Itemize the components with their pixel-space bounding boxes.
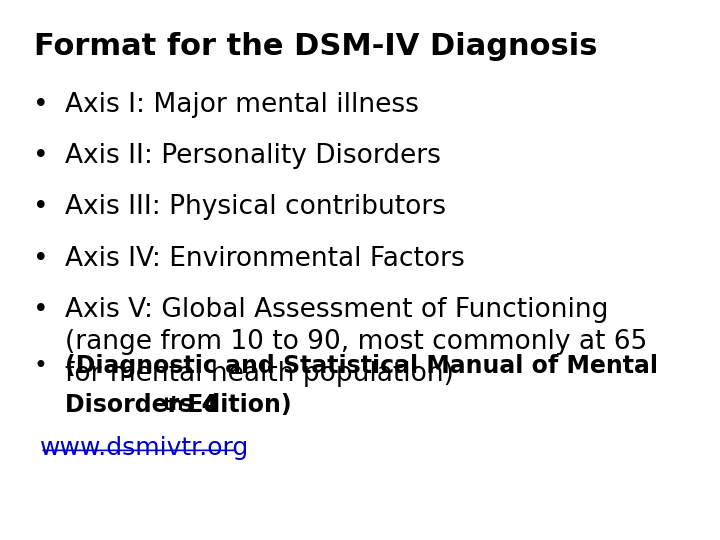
Text: •: • — [33, 354, 48, 377]
Text: Axis III: Physical contributors: Axis III: Physical contributors — [66, 194, 446, 220]
Text: •: • — [32, 92, 48, 118]
Text: Edition): Edition) — [179, 393, 292, 417]
Text: •: • — [32, 143, 48, 169]
Text: th: th — [163, 396, 184, 414]
Text: Format for the DSM-IV Diagnosis: Format for the DSM-IV Diagnosis — [35, 32, 598, 62]
Text: Axis I: Major mental illness: Axis I: Major mental illness — [66, 92, 419, 118]
Text: Axis IV: Environmental Factors: Axis IV: Environmental Factors — [66, 246, 465, 272]
Text: (Diagnostic and Statistical Manual of Mental: (Diagnostic and Statistical Manual of Me… — [66, 354, 658, 377]
Text: •: • — [32, 297, 48, 323]
Text: Axis V: Global Assessment of Functioning
(range from 10 to 90, most commonly at : Axis V: Global Assessment of Functioning… — [66, 297, 648, 387]
Text: Disorders 4: Disorders 4 — [66, 393, 218, 417]
Text: •: • — [32, 246, 48, 272]
Text: •: • — [32, 194, 48, 220]
Text: www.dsmivtr.org: www.dsmivtr.org — [40, 436, 250, 460]
Text: Axis II: Personality Disorders: Axis II: Personality Disorders — [66, 143, 441, 169]
